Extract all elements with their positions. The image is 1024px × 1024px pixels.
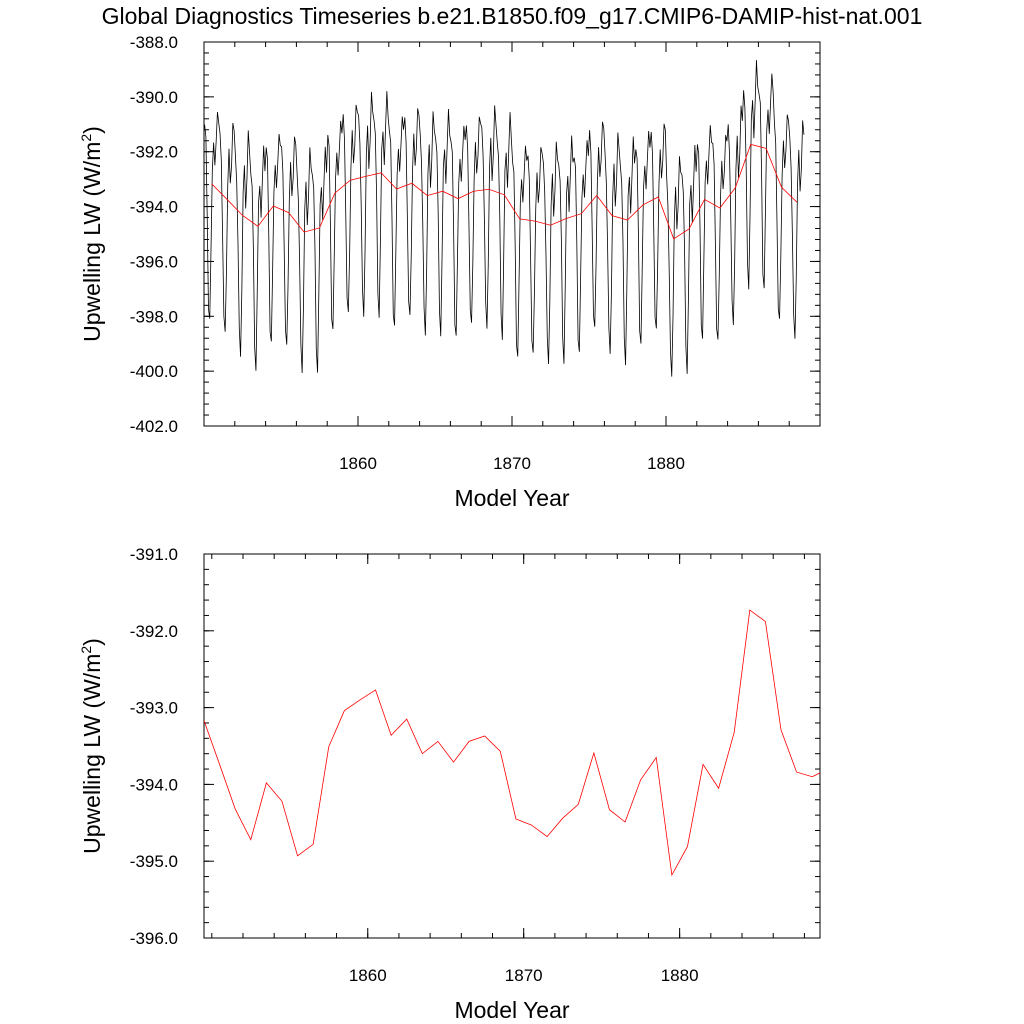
- y-tick-label: -398.0: [130, 307, 178, 326]
- y-tick-label: -393.0: [130, 699, 178, 718]
- y-tick-label: -396.0: [130, 929, 178, 948]
- y-tick-label: -390.0: [130, 88, 178, 107]
- x-tick-label: 1880: [661, 966, 699, 985]
- x-tick-label: 1860: [339, 454, 377, 473]
- plot-frame: [203, 41, 821, 427]
- y-tick-label: -396.0: [130, 252, 178, 271]
- x-axis-label: Model Year: [454, 997, 569, 1023]
- y-tick-label: -392.0: [130, 622, 178, 641]
- x-axis-label: Model Year: [454, 485, 569, 511]
- y-tick-label: -402.0: [130, 417, 178, 436]
- top-panel-timeseries: -388.0 -390.0 -392.0 -394.0 -396.0 -398.0 -400…: [78, 33, 821, 511]
- y-tick-label: -394.0: [130, 198, 178, 217]
- x-tick-label: 1870: [505, 966, 543, 985]
- x-tick-label: 1880: [647, 454, 685, 473]
- x-tick-label: 1870: [493, 454, 531, 473]
- y-axis-label: Upwelling LW (W/m2): [78, 126, 105, 342]
- chart-title: Global Diagnostics Timeseries b.e21.B185…: [102, 3, 923, 29]
- y-tick-label: -395.0: [130, 852, 178, 871]
- annual-mean-series-line: [204, 609, 820, 877]
- y-axis-label: Upwelling LW (W/m2): [78, 638, 105, 854]
- plot-frame: [203, 553, 821, 939]
- y-tick-label: -392.0: [130, 143, 178, 162]
- monthly-series-line: [204, 60, 805, 377]
- bottom-panel-annual-mean: -391.0 -392.0 -393.0 -394.0 -395.0 -396.0 1860…: [78, 545, 821, 1023]
- y-tick-label: -400.0: [130, 362, 178, 381]
- annual-mean-series-line: [211, 143, 798, 240]
- x-tick-label: 1860: [349, 966, 387, 985]
- y-tick-label: -388.0: [130, 33, 178, 52]
- y-tick-label: -394.0: [130, 775, 178, 794]
- y-tick-label: -391.0: [130, 545, 178, 564]
